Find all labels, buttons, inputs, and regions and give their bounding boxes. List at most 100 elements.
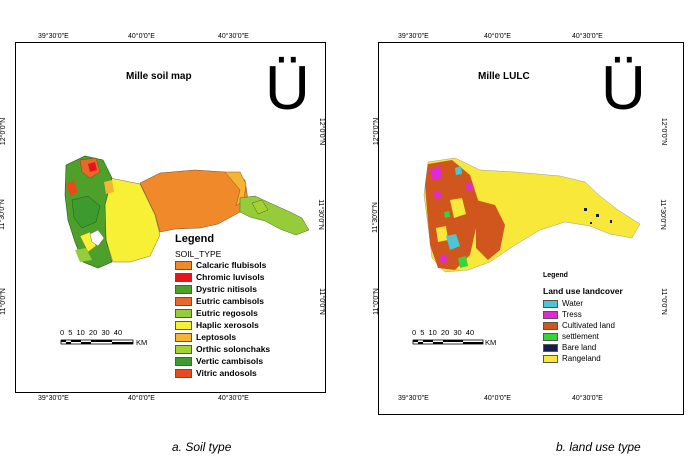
soil-legend-item: Vertic cambisols	[175, 356, 263, 366]
lulc-region-water	[446, 234, 460, 250]
soil-legend-subtitle: SOIL_TYPE	[175, 249, 222, 259]
lulc-region-cultivated	[425, 160, 478, 270]
lulc-region-water-2	[455, 166, 462, 175]
lulc-region-trees-2	[434, 190, 441, 199]
lulc-region-bare-land-3	[610, 220, 612, 223]
soil-legend-label: Leptosols	[196, 332, 237, 342]
soil-bottom-tick-3: 40°30'0"E	[218, 395, 249, 402]
lulc-bottom-tick-3: 40°30'0"E	[572, 395, 603, 402]
soil-region-regosols-patch	[75, 248, 92, 262]
soil-legend-swatch	[175, 332, 192, 342]
lulc-region-bare-land-4	[590, 222, 592, 224]
lulc-top-tick-1: 39°30'0"E	[398, 33, 429, 40]
soil-scale-numbers: 0 5 10 20 30 40	[60, 328, 123, 337]
lulc-region-bare-land	[584, 208, 587, 211]
soil-legend-item: Orthic solonchaks	[175, 344, 270, 354]
lulc-legend-swatch	[543, 332, 558, 341]
soil-region-leptosols-patch	[104, 180, 114, 194]
lulc-legend-label: Bare land	[562, 343, 597, 352]
soil-legend-swatch	[175, 308, 192, 318]
soil-region-chromic-luvisols	[88, 162, 97, 172]
lulc-legend-subtitle: Land use landcover	[543, 286, 623, 296]
lulc-legend-swatch	[543, 299, 558, 308]
caption-land-use-type: b. land use type	[556, 440, 641, 454]
soil-region-orthic-solonchaks	[251, 199, 269, 215]
soil-top-tick-2: 40°0'0"E	[128, 33, 155, 40]
lulc-legend-title: Legend	[543, 272, 568, 279]
soil-legend-label: Chromic luvisols	[196, 272, 265, 282]
soil-region-vitric-andosols	[66, 180, 78, 196]
soil-bottom-tick-2: 40°0'0"E	[128, 395, 155, 402]
lulc-region-cultivated-east	[476, 200, 505, 260]
soil-legend-swatch	[175, 296, 192, 306]
lulc-region-trees-4	[440, 254, 447, 263]
caption-soil-type: a. Soil type	[172, 440, 232, 454]
soil-region-vertic-cambisols	[71, 195, 101, 229]
soil-legend-label: Eutric cambisols	[196, 296, 265, 306]
lulc-bottom-tick-1: 39°30'0"E	[398, 395, 429, 402]
soil-legend-swatch	[175, 260, 192, 270]
soil-legend-item: Eutric regosols	[175, 308, 258, 318]
soil-legend-item: Haplic xerosols	[175, 320, 259, 330]
lulc-region-bare-land-2	[596, 214, 599, 217]
soil-legend-swatch	[175, 356, 192, 366]
lulc-legend-item: Tress	[543, 310, 582, 319]
lulc-bottom-tick-2: 40°0'0"E	[484, 395, 511, 402]
soil-legend-item: Vitric andosols	[175, 368, 257, 378]
soil-region-nitisols-patch	[100, 247, 111, 260]
soil-legend-item: Dystric nitisols	[175, 284, 257, 294]
lulc-legend-swatch	[543, 354, 558, 363]
lulc-region-rangeland-patch	[450, 198, 466, 218]
soil-legend-swatch	[175, 284, 192, 294]
lulc-legend-swatch	[543, 310, 558, 319]
soil-scale-unit: KM	[136, 338, 148, 347]
soil-bottom-tick-1: 39°30'0"E	[38, 395, 69, 402]
lulc-legend-label: settlement	[562, 332, 599, 341]
lulc-legend-swatch	[543, 321, 558, 330]
lulc-region-settlement	[458, 256, 468, 268]
lulc-top-tick-2: 40°0'0"E	[484, 33, 511, 40]
soil-legend-item: Leptosols	[175, 332, 236, 342]
lulc-top-tick-3: 40°30'0"E	[572, 33, 603, 40]
lulc-scale-numbers: 0 5 10 20 30 40	[412, 328, 475, 337]
soil-region-white-hole	[89, 229, 105, 247]
lulc-legend-label: Cultivated land	[562, 321, 615, 330]
soil-legend-label: Vertic cambisols	[196, 356, 264, 366]
lulc-region-trees-3	[466, 182, 473, 191]
soil-legend-item: Chromic luvisols	[175, 272, 265, 282]
soil-legend-swatch	[175, 368, 192, 378]
lulc-map-title: Mille LULC	[478, 71, 530, 82]
lulc-legend-item: settlement	[543, 332, 599, 341]
soil-map-title: Mille soil map	[126, 71, 192, 82]
lulc-scale-unit: KM	[485, 338, 497, 347]
soil-legend-item: Calcaric flubisols	[175, 260, 266, 270]
soil-top-tick-3: 40°30'0"E	[218, 33, 249, 40]
soil-legend-label: Calcaric flubisols	[196, 260, 267, 270]
soil-legend-swatch	[175, 272, 192, 282]
soil-legend-label: Orthic solonchaks	[196, 344, 271, 354]
lulc-legend-item: Bare land	[543, 343, 596, 352]
lulc-north-arrow-icon: Ü	[601, 54, 646, 123]
soil-legend-title: Legend	[175, 233, 215, 245]
lulc-region-trees	[430, 166, 442, 180]
lulc-legend-item: Rangeland	[543, 354, 601, 363]
lulc-region-rangeland-patch-2	[436, 226, 448, 242]
soil-legend-item: Eutric cambisols	[175, 296, 264, 306]
lulc-legend-item: Water	[543, 299, 583, 308]
lulc-legend-item: Cultivated land	[543, 321, 615, 330]
soil-legend-label: Haplic xerosols	[196, 320, 259, 330]
soil-legend-label: Dystric nitisols	[196, 284, 257, 294]
soil-top-tick-1: 39°30'0"E	[38, 33, 69, 40]
lulc-legend-label: Water	[562, 299, 584, 308]
soil-north-arrow-icon: Ü	[265, 54, 310, 123]
lulc-region-settlement-2	[444, 211, 450, 218]
soil-legend-swatch	[175, 320, 192, 330]
lulc-legend-label: Tress	[562, 310, 582, 319]
soil-legend-label: Vitric andosols	[196, 368, 257, 378]
soil-legend-label: Eutric regosols	[196, 308, 258, 318]
lulc-legend-label: Rangeland	[562, 354, 601, 363]
